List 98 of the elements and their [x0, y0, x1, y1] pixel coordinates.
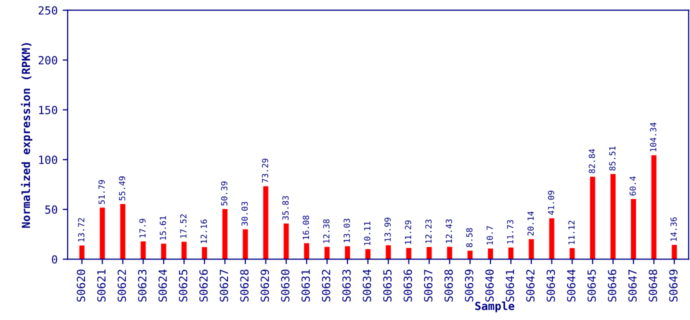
x-tick-label: S0641 — [506, 270, 514, 302]
data-label: 12.16 — [200, 220, 207, 244]
x-tick-label: S0620 — [76, 270, 86, 302]
y-tick-label: 0 — [52, 255, 58, 264]
data-label: 41.09 — [548, 190, 554, 215]
x-tick-label: S0626 — [199, 270, 208, 302]
bar — [528, 239, 534, 260]
y-axis-title: Normalized expression (RPKM) — [20, 43, 32, 228]
data-label: 104.34 — [650, 122, 656, 152]
bar — [467, 250, 473, 260]
bar — [263, 186, 268, 260]
x-tick-label: S0630 — [281, 270, 290, 302]
x-tick-label: S0632 — [322, 270, 330, 302]
x-tick-label: S0627 — [220, 270, 228, 302]
bar — [590, 176, 596, 260]
y-tick-label: 200 — [38, 56, 58, 64]
data-label: 12.38 — [323, 219, 330, 243]
x-tick-label: S0648 — [648, 270, 658, 302]
y-tick-label: 150 — [39, 106, 58, 114]
data-label: 13.72 — [78, 218, 84, 242]
bar — [120, 204, 126, 260]
x-tick-label: S0631 — [301, 270, 310, 302]
bar — [508, 248, 514, 260]
x-tick-label: S0639 — [464, 270, 474, 302]
x-tick-label: S0629 — [260, 270, 270, 302]
data-label: 8.58 — [466, 228, 472, 248]
x-tick-label: S0646 — [608, 270, 616, 302]
x-tick-label: S0628 — [240, 270, 249, 302]
x-tick-label: S0645 — [587, 270, 596, 302]
data-label: 13.03 — [344, 218, 350, 242]
data-label: 85.51 — [609, 146, 616, 171]
data-label: 11.29 — [404, 220, 412, 244]
x-tick-label: S0649 — [669, 270, 678, 302]
bar — [386, 245, 391, 260]
x-tick-label: S0637 — [424, 270, 432, 302]
bar — [630, 199, 636, 260]
data-label: 12.23 — [425, 220, 432, 244]
x-tick-label: S0642 — [526, 270, 535, 302]
x-tick-label: S0636 — [404, 270, 412, 302]
bar — [284, 224, 289, 260]
data-label: 13.99 — [384, 218, 391, 242]
x-tick-label: S0635 — [383, 270, 392, 302]
data-label: 17.52 — [180, 214, 186, 238]
data-label: 73.29 — [262, 158, 268, 183]
data-label: 11.73 — [507, 220, 514, 244]
bar — [610, 174, 616, 260]
x-tick-label: S0623 — [138, 270, 146, 302]
bar — [406, 248, 412, 260]
x-tick-label: S0643 — [546, 270, 556, 302]
data-label: 35.83 — [282, 196, 289, 220]
data-label: 11.12 — [568, 220, 575, 244]
bar — [202, 247, 208, 260]
bar — [447, 246, 452, 260]
bar — [324, 246, 330, 260]
x-axis-title: Sample — [475, 302, 514, 312]
data-label: 30.03 — [241, 202, 248, 226]
bar — [426, 247, 432, 260]
bar — [549, 218, 554, 260]
bar — [304, 243, 310, 260]
bar — [570, 248, 575, 260]
y-tick-label: 100 — [39, 156, 58, 164]
data-label: 55.49 — [118, 176, 126, 200]
x-tick-label: S0644 — [567, 269, 576, 302]
bar — [672, 244, 677, 260]
y-tick-label: 250 — [38, 6, 58, 15]
data-label: 20.14 — [527, 211, 534, 236]
bar — [488, 248, 494, 260]
data-label: 15.61 — [160, 216, 166, 240]
x-tick-label: S0633 — [342, 270, 351, 302]
data-label: 14.36 — [670, 217, 677, 241]
bar — [344, 246, 350, 260]
bar — [140, 241, 146, 260]
bar — [79, 246, 84, 260]
x-tick-label: S0624 — [158, 269, 167, 302]
bar — [222, 209, 228, 260]
x-tick-label: S0640 — [485, 270, 494, 302]
bar — [651, 155, 656, 260]
x-tick-label: S0647 — [628, 270, 637, 302]
data-label: 51.79 — [98, 180, 105, 204]
x-tick-label: S0622 — [118, 270, 126, 302]
data-label: 17.9 — [139, 218, 146, 238]
x-tick-label: S0634 — [362, 269, 372, 302]
bar — [365, 249, 370, 260]
data-label: 60.4 — [630, 176, 636, 196]
bar — [182, 242, 187, 260]
data-label: 10.11 — [364, 222, 370, 246]
bar — [161, 244, 166, 260]
data-label: 82.84 — [588, 149, 596, 174]
bar — [242, 229, 248, 260]
bar — [100, 208, 105, 260]
data-label: 12.43 — [446, 219, 452, 243]
data-label: 16.08 — [302, 216, 310, 240]
data-label: 10.7 — [486, 226, 493, 245]
x-tick-label: S0625 — [178, 270, 188, 302]
y-tick-label: 50 — [45, 205, 58, 214]
data-label: 50.39 — [221, 182, 228, 206]
x-tick-label: S0621 — [97, 270, 106, 302]
x-tick-label: S0638 — [444, 270, 453, 302]
